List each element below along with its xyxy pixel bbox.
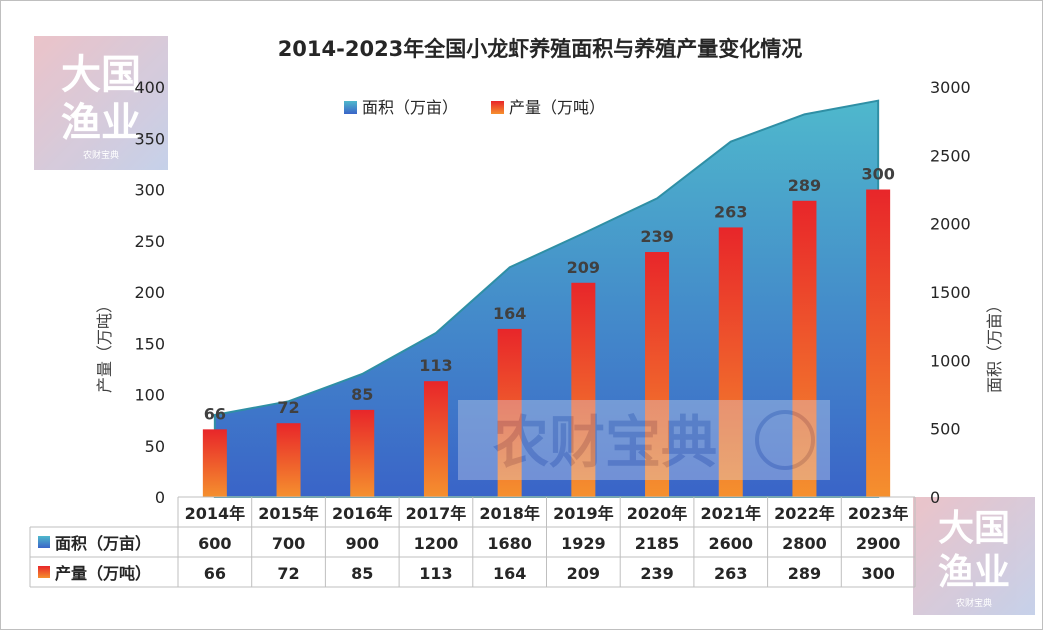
logo-line2: 渔业: [61, 100, 141, 146]
table-cell-0-7: 2600: [708, 534, 753, 553]
legend-swatch-chanliang: [491, 101, 504, 114]
table-cell-0-2: 900: [346, 534, 379, 553]
x-tick-2022年: 2022年: [774, 504, 835, 523]
y-left-tick-0: 0: [155, 488, 165, 507]
table-row-label-1: 产量（万吨）: [55, 564, 151, 583]
legend: 面积（万亩） 产量（万吨）: [344, 98, 605, 117]
y-right-tick-500: 500: [930, 420, 961, 439]
bar-2023年: [866, 189, 891, 497]
bar-label-2018年: 164: [493, 304, 526, 323]
table-cell-0-6: 2185: [635, 534, 680, 553]
bar-2021年: [718, 227, 743, 498]
y-left-tick-100: 100: [134, 386, 165, 405]
bar-label-2022年: 289: [788, 176, 821, 195]
logo-sub-bottom: 农财宝典: [956, 597, 992, 609]
y-left-tick-300: 300: [134, 181, 165, 200]
logo-watermark-top: 大国 渔业 农财宝典: [34, 36, 168, 170]
center-watermark-text: 农财宝典: [493, 411, 717, 476]
table-cell-0-3: 1200: [414, 534, 459, 553]
bar-2018年: [497, 328, 522, 497]
bar-label-2016年: 85: [351, 385, 373, 404]
y-left-tick-400: 400: [134, 78, 165, 97]
table-cell-1-5: 209: [567, 564, 600, 583]
legend-label-mianji: 面积（万亩）: [362, 98, 458, 117]
table-cell-1-3: 113: [419, 564, 452, 583]
bar-2016年: [350, 409, 375, 497]
table-row-label-0: 面积（万亩）: [55, 534, 151, 553]
center-watermark: 农财宝典: [458, 400, 830, 480]
y-right-tick-3000: 3000: [930, 78, 971, 97]
table-cell-1-4: 164: [493, 564, 526, 583]
y-right-tick-0: 0: [930, 488, 940, 507]
y-left-tick-150: 150: [134, 334, 165, 353]
table-swatch-0: [38, 536, 50, 548]
bar-2019年: [571, 282, 596, 497]
bar-label-2014年: 66: [204, 404, 226, 423]
bar-label-2015年: 72: [277, 398, 299, 417]
table-cell-0-8: 2800: [782, 534, 827, 553]
y-left-tick-350: 350: [134, 129, 165, 148]
chart-title: 2014-2023年全国小龙虾养殖面积与养殖产量变化情况: [278, 37, 803, 61]
x-tick-2014年: 2014年: [185, 504, 246, 523]
x-tick-2020年: 2020年: [627, 504, 688, 523]
table-cell-1-9: 300: [861, 564, 894, 583]
bar-label-2017年: 113: [419, 356, 452, 375]
y-left-tick-200: 200: [134, 283, 165, 302]
y-right-tick-2000: 2000: [930, 215, 971, 234]
table-cell-1-6: 239: [640, 564, 673, 583]
table-cell-0-0: 600: [198, 534, 231, 553]
y-right-tick-1500: 1500: [930, 283, 971, 302]
table-cell-1-1: 72: [277, 564, 299, 583]
table-cell-0-9: 2900: [856, 534, 901, 553]
bar-2015年: [276, 423, 301, 497]
x-tick-2016年: 2016年: [332, 504, 393, 523]
table-cell-1-2: 85: [351, 564, 373, 583]
legend-label-chanliang: 产量（万吨）: [509, 98, 605, 117]
bar-label-2019年: 209: [567, 258, 600, 277]
y-right-tick-2500: 2500: [930, 146, 971, 165]
bar-2020年: [645, 252, 670, 497]
bar-label-2023年: 300: [861, 165, 894, 184]
logo-line2-bottom: 渔业: [938, 552, 1010, 593]
table-cell-0-5: 1929: [561, 534, 606, 553]
bar-label-2020年: 239: [640, 227, 673, 246]
y-right-tick-1000: 1000: [930, 351, 971, 370]
x-tick-2021年: 2021年: [700, 504, 761, 523]
table-swatch-1: [38, 566, 50, 578]
y-axis-left-title: 产量（万吨）: [95, 297, 114, 393]
logo-line1-bottom: 大国: [938, 508, 1010, 549]
x-tick-2017年: 2017年: [406, 504, 467, 523]
table-cell-1-8: 289: [788, 564, 821, 583]
x-tick-2015年: 2015年: [258, 504, 319, 523]
y-left-tick-50: 50: [145, 437, 165, 456]
table-cell-1-7: 263: [714, 564, 747, 583]
table-cell-0-1: 700: [272, 534, 305, 553]
bar-2022年: [792, 200, 817, 497]
logo-sub: 农财宝典: [83, 149, 119, 161]
bar-2017年: [423, 381, 448, 497]
area-series-mianji: [213, 99, 880, 498]
y-axis-right-title: 面积（万亩）: [985, 297, 1004, 393]
table-cell-1-0: 66: [204, 564, 226, 583]
bar-label-2021年: 263: [714, 202, 747, 221]
x-tick-2018年: 2018年: [479, 504, 540, 523]
table-cell-0-4: 1680: [487, 534, 532, 553]
logo-line1: 大国: [61, 52, 141, 98]
legend-swatch-mianji: [344, 101, 357, 114]
x-tick-2023年: 2023年: [848, 504, 909, 523]
data-table: 2014年 2015年 2016年 2017年 2018年 2019年 2020年 2021年…: [29, 496, 916, 588]
bar-2014年: [202, 429, 227, 497]
y-left-tick-250: 250: [134, 232, 165, 251]
logo-watermark-bottom: 大国 渔业 农财宝典: [913, 497, 1035, 615]
x-tick-2019年: 2019年: [553, 504, 614, 523]
